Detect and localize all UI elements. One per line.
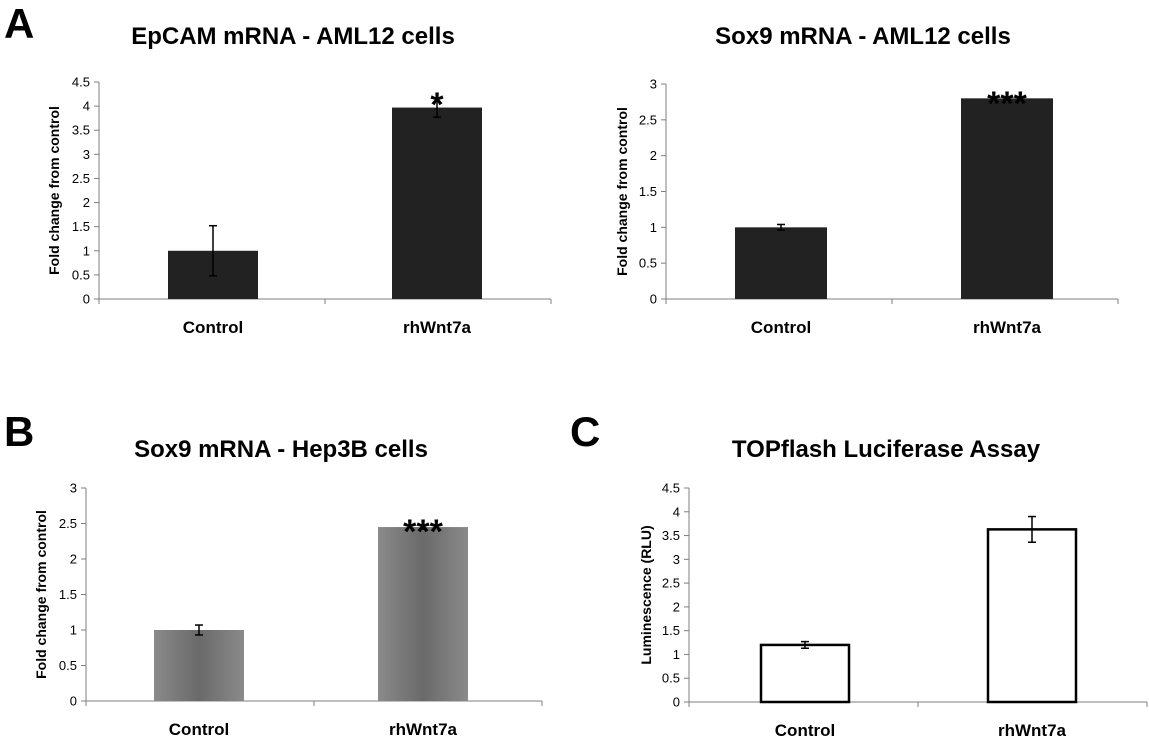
y-tick-label: 3 — [673, 552, 680, 567]
y-tick-label: 1 — [650, 220, 657, 235]
y-tick-label: 4.5 — [72, 75, 90, 90]
y-axis-label: Luminescence (RLU) — [638, 525, 654, 664]
y-tick-label: 3.5 — [662, 528, 680, 543]
bar-rhwnt7a — [961, 98, 1053, 299]
y-tick-label: 2.5 — [72, 171, 90, 186]
category-label: Control — [183, 318, 243, 337]
chart-epcam-aml12: EpCAM mRNA - AML12 cells Fold change from… — [46, 23, 552, 337]
bar-control — [154, 630, 244, 701]
y-tick-label: 2 — [70, 552, 77, 567]
y-tick-label: 1.5 — [59, 587, 77, 602]
y-tick-label: 0 — [650, 292, 657, 307]
panel-letter-a: A — [4, 0, 34, 47]
y-tick-label: 0 — [70, 694, 77, 709]
y-tick-label: 0 — [673, 695, 680, 710]
y-axis-label: Fold change from control — [614, 107, 630, 276]
y-tick-label: 0.5 — [72, 267, 90, 282]
chart-title: EpCAM mRNA - AML12 cells — [131, 23, 455, 50]
chart-sox9-aml12: Sox9 mRNA - AML12 cells Fold change from … — [614, 23, 1119, 337]
y-tick-label: 4 — [673, 504, 680, 519]
y-axis-label: Fold change from control — [33, 510, 49, 679]
y-tick-label: 2 — [650, 148, 657, 163]
y-tick-label: 1 — [83, 243, 90, 258]
y-tick-label: 0 — [83, 292, 90, 307]
category-label: rhWnt7a — [389, 720, 458, 739]
y-tick-label: 0.5 — [59, 658, 77, 673]
category-label: rhWnt7a — [998, 721, 1067, 740]
bar-rhwnt7a — [392, 107, 482, 300]
y-tick-label: 3 — [83, 147, 90, 162]
y-axis-label: Fold change from control — [46, 106, 62, 275]
y-tick-label: 4.5 — [662, 481, 680, 496]
category-label: rhWnt7a — [973, 318, 1042, 337]
y-tick-label: 1.5 — [662, 623, 680, 638]
chart-sox9-hep3b: Sox9 mRNA - Hep3B cells Fold change from … — [33, 436, 543, 739]
bar-rhwnt7a — [378, 527, 468, 701]
chart-title: Sox9 mRNA - AML12 cells — [715, 23, 1011, 50]
panel-letter-c: C — [570, 408, 600, 455]
panel-letter-b: B — [4, 408, 34, 455]
y-tick-label: 1 — [70, 623, 77, 638]
y-tick-label: 3.5 — [72, 123, 90, 138]
chart-title: Sox9 mRNA - Hep3B cells — [134, 436, 428, 463]
y-tick-label: 1.5 — [639, 184, 657, 199]
y-tick-label: 3 — [650, 77, 657, 92]
y-tick-label: 2 — [83, 195, 90, 210]
y-tick-label: 1.5 — [72, 219, 90, 234]
category-label: Control — [775, 721, 835, 740]
chart-title: TOPflash Luciferase Assay — [732, 436, 1041, 463]
y-tick-label: 2.5 — [662, 576, 680, 591]
y-tick-label: 1 — [673, 647, 680, 662]
category-label: Control — [751, 318, 811, 337]
significance-marker: *** — [987, 85, 1027, 123]
significance-marker: *** — [403, 513, 443, 551]
category-label: Control — [169, 720, 229, 739]
bar-control — [735, 227, 827, 299]
significance-marker: * — [430, 86, 444, 124]
chart-topflash: TOPflash Luciferase Assay Luminescence (R… — [638, 436, 1148, 740]
y-tick-label: 3 — [70, 481, 77, 496]
y-tick-label: 2.5 — [59, 516, 77, 531]
category-label: rhWnt7a — [403, 318, 472, 337]
bar-rhwnt7a — [986, 528, 1078, 704]
y-tick-label: 2.5 — [639, 112, 657, 127]
y-tick-label: 0.5 — [639, 256, 657, 271]
bar-control — [759, 643, 851, 704]
y-tick-label: 0.5 — [662, 671, 680, 686]
y-tick-label: 4 — [83, 99, 90, 114]
y-tick-label: 2 — [673, 599, 680, 614]
